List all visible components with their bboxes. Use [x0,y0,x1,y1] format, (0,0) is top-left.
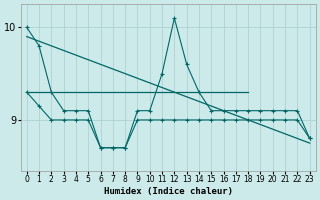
X-axis label: Humidex (Indice chaleur): Humidex (Indice chaleur) [104,187,233,196]
